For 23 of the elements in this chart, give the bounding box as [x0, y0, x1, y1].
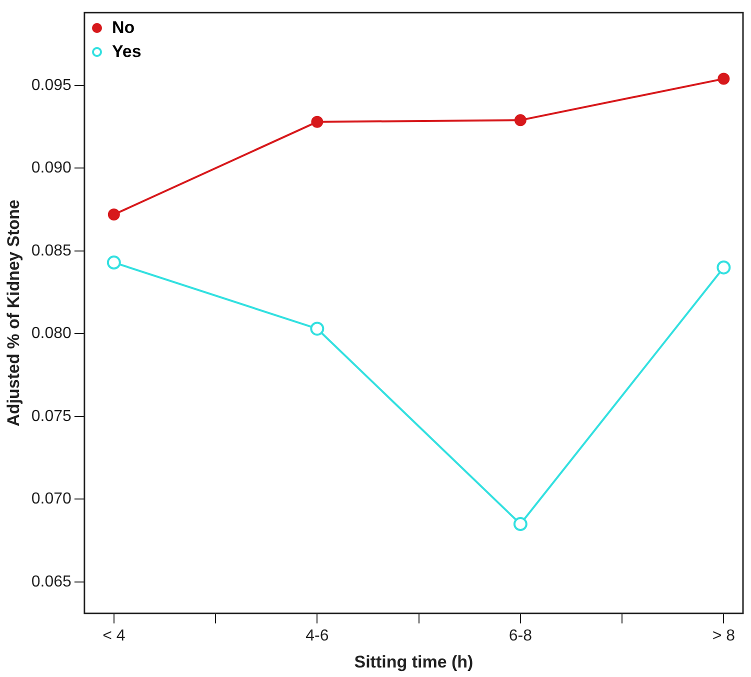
y-tick-label: 0.085: [31, 242, 72, 260]
point: [310, 322, 324, 336]
x-tick-label: 4-6: [306, 627, 329, 644]
legend-label: Yes: [112, 42, 142, 62]
x-tick-label: 6-8: [508, 627, 532, 644]
point: [716, 260, 731, 274]
point: [106, 256, 121, 270]
point: [514, 114, 526, 126]
point: [513, 517, 528, 532]
y-tick-label: 0.075: [31, 408, 72, 425]
y-tick-label: 0.095: [31, 76, 72, 94]
y-tick-label: 0.080: [31, 325, 72, 342]
x-tick-label: > 8: [712, 627, 736, 644]
x-tick-label: < 4: [102, 627, 126, 644]
y-tick-label: 0.065: [31, 573, 72, 590]
x-axis-title: Sitting time (h): [354, 652, 474, 672]
y-axis-title: Adjusted % of Kidney Stone: [4, 200, 23, 426]
point: [311, 116, 324, 128]
point: [718, 72, 730, 85]
point: [108, 208, 120, 221]
legend-label: No: [112, 18, 135, 38]
y-tick-label: 0.070: [31, 490, 72, 508]
y-tick-label: 0.090: [31, 160, 72, 177]
